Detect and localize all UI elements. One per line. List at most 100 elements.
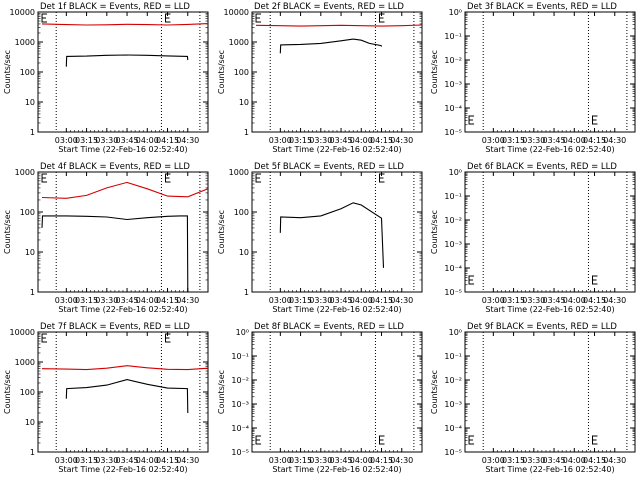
y-tick-label: 1 <box>30 448 35 457</box>
y-tick-label: 10⁻⁵ <box>444 128 462 137</box>
x-axis-label: Start Time (22-Feb-16 02:52:40) <box>272 465 401 474</box>
y-tick-label: 100 <box>20 68 35 77</box>
x-tick-label: 04:15 <box>583 136 606 145</box>
x-tick-label: 03:30 <box>95 136 118 145</box>
y-tick-label: 10 <box>25 418 35 427</box>
x-tick-label: 03:30 <box>309 456 332 465</box>
plot-frame <box>37 171 209 293</box>
chart-panel-8: Det 8f BLACK = Events, RED = LLD 10⁻⁵ 10⁻⁴… <box>217 322 423 474</box>
x-axis-label: Start Time (22-Feb-16 02:52:40) <box>272 145 401 154</box>
x-tick-label: 04:15 <box>156 456 179 465</box>
x-tick-label: 03:15 <box>75 296 98 305</box>
y-tick-label: 1000 <box>229 168 249 177</box>
x-tick-label: 03:15 <box>289 136 312 145</box>
bracket-marker <box>379 13 385 23</box>
x-tick-label: 04:15 <box>370 296 393 305</box>
y-tick-label: 10⁻² <box>231 376 249 385</box>
plot-frame <box>251 171 423 293</box>
y-tick-label: 10⁻³ <box>444 240 462 249</box>
y-tick-label: 10⁻² <box>444 376 462 385</box>
y-tick-label: 10000 <box>224 8 249 17</box>
bracket-marker <box>379 435 385 445</box>
x-tick-label: 03:15 <box>289 456 312 465</box>
x-tick-label: 03:00 <box>482 136 505 145</box>
x-axis-label: Start Time (22-Feb-16 02:52:40) <box>485 465 614 474</box>
chart-panel-7: Det 7f BLACK = Events, RED = LLD 1 10 100 10… <box>3 322 209 474</box>
y-tick-label: 10⁰ <box>449 328 462 337</box>
bracket-marker <box>255 435 262 445</box>
series-line-events <box>65 379 189 414</box>
y-tick-label: 10⁻⁵ <box>231 448 249 457</box>
x-tick-label: 04:15 <box>583 456 606 465</box>
bracket-marker <box>468 115 475 125</box>
y-tick-label: 10 <box>239 98 249 107</box>
bracket-marker <box>592 115 598 125</box>
y-tick-label: 10⁻⁴ <box>444 424 462 433</box>
chart-title: Det 7f BLACK = Events, RED = LLD <box>40 322 190 332</box>
y-tick-label: 10 <box>25 98 35 107</box>
x-axis-label: Start Time (22-Feb-16 02:52:40) <box>485 305 614 314</box>
x-tick-label: 03:45 <box>543 136 566 145</box>
x-tick-label: 04:15 <box>156 296 179 305</box>
plot-frame <box>464 331 636 453</box>
y-tick-label: 1 <box>30 128 35 137</box>
x-tick-label: 03:00 <box>269 296 292 305</box>
y-tick-label: 10000 <box>10 328 35 337</box>
plot-frame <box>37 331 209 453</box>
y-tick-label: 10000 <box>10 8 35 17</box>
chart-panel-6: Det 6f BLACK = Events, RED = LLD 10⁻⁵ 10⁻⁴… <box>430 162 636 314</box>
x-tick-label: 03:30 <box>522 456 545 465</box>
chart-title: Det 6f BLACK = Events, RED = LLD <box>467 162 617 172</box>
y-tick-label: 10⁻³ <box>444 80 462 89</box>
y-tick-label: 10⁻¹ <box>444 192 462 201</box>
y-tick-label: 1000 <box>15 358 35 367</box>
y-tick-label: 10⁻⁵ <box>444 288 462 297</box>
y-tick-label: 1000 <box>15 168 35 177</box>
y-tick-label: 10⁻² <box>444 56 462 65</box>
series-line-events <box>279 202 385 268</box>
chart-title: Det 5f BLACK = Events, RED = LLD <box>254 162 404 172</box>
plot-frame <box>251 331 423 453</box>
y-tick-label: 100 <box>234 68 249 77</box>
x-tick-label: 04:00 <box>563 136 586 145</box>
series-line-lld <box>41 181 209 199</box>
plot-frame <box>251 11 423 133</box>
y-tick-label: 10⁻¹ <box>444 32 462 41</box>
x-tick-label: 04:00 <box>350 296 373 305</box>
x-axis-label: Start Time (22-Feb-16 02:52:40) <box>272 305 401 314</box>
y-tick-label: 10⁻⁴ <box>444 104 462 113</box>
x-tick-label: 03:30 <box>522 296 545 305</box>
x-tick-label: 04:30 <box>176 296 199 305</box>
y-axis-label: Counts/sec <box>217 50 226 94</box>
y-axis-label: Counts/sec <box>3 50 12 94</box>
x-tick-label: 04:30 <box>603 136 626 145</box>
y-tick-label: 10⁻³ <box>444 400 462 409</box>
x-tick-label: 04:00 <box>563 456 586 465</box>
x-tick-label: 03:30 <box>95 296 118 305</box>
x-tick-label: 03:45 <box>330 296 353 305</box>
y-tick-label: 10⁻⁴ <box>231 424 249 433</box>
x-tick-label: 04:00 <box>136 456 159 465</box>
y-axis-label: Counts/sec <box>3 370 12 414</box>
chart-panel-4: Det 4f BLACK = Events, RED = LLD 1 10 100 10… <box>3 162 209 314</box>
x-tick-label: 04:30 <box>176 456 199 465</box>
y-tick-label: 100 <box>20 208 35 217</box>
x-axis-label: Start Time (22-Feb-16 02:52:40) <box>485 145 614 154</box>
chart-panel-3: Det 3f BLACK = Events, RED = LLD 10⁻⁵ 10⁻⁴… <box>430 2 636 154</box>
x-tick-label: 03:45 <box>543 296 566 305</box>
x-tick-label: 03:45 <box>116 296 139 305</box>
series-line-events <box>41 215 189 293</box>
chart-panel-9: Det 9f BLACK = Events, RED = LLD 10⁻⁵ 10⁻⁴… <box>430 322 636 474</box>
bracket-marker <box>41 173 48 183</box>
x-tick-label: 03:45 <box>330 456 353 465</box>
x-tick-label: 04:30 <box>603 296 626 305</box>
x-tick-label: 04:00 <box>350 136 373 145</box>
x-tick-label: 03:00 <box>55 296 78 305</box>
series-line-lld <box>41 365 209 371</box>
x-tick-label: 03:15 <box>289 296 312 305</box>
x-tick-label: 03:45 <box>116 456 139 465</box>
x-tick-label: 03:15 <box>75 456 98 465</box>
x-tick-label: 04:00 <box>136 296 159 305</box>
y-tick-label: 1 <box>244 128 249 137</box>
x-tick-label: 03:15 <box>502 136 525 145</box>
